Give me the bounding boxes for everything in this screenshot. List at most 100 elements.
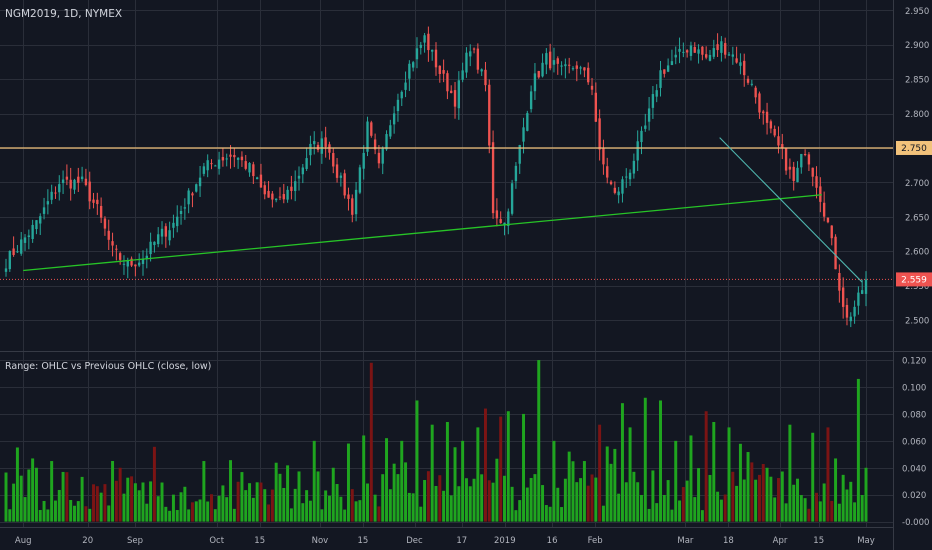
candle-body: [274, 198, 278, 201]
histogram-bar: [118, 467, 122, 522]
candle-body: [727, 54, 731, 56]
candle-body: [69, 179, 72, 189]
histogram-bar: [381, 474, 385, 522]
candle-body: [347, 194, 350, 199]
histogram-bar: [799, 495, 803, 522]
candle-body: [682, 51, 685, 53]
candle-body: [548, 51, 552, 69]
candle-body: [370, 122, 373, 136]
candle-body: [697, 49, 700, 54]
candle-body: [4, 268, 8, 272]
histogram-bar: [533, 474, 537, 522]
candle-body: [853, 306, 856, 317]
candle-body: [419, 44, 422, 48]
histogram-bar: [735, 485, 739, 522]
histogram-bar: [244, 490, 248, 522]
candle-body: [434, 49, 438, 68]
candle-body: [294, 181, 297, 191]
histogram-bar: [841, 474, 845, 522]
histogram-bar: [681, 487, 685, 522]
histogram-bar: [815, 492, 819, 522]
price-tick-label: 2.700: [905, 179, 929, 189]
histogram-bar: [149, 481, 153, 522]
candle-body: [845, 304, 849, 318]
histogram-bar: [404, 462, 408, 522]
candle-body: [765, 111, 769, 123]
histogram-bar: [761, 464, 765, 522]
candle-body: [689, 45, 693, 56]
down-trendline[interactable]: [719, 137, 863, 283]
candle-body: [754, 87, 757, 98]
support-trendline[interactable]: [23, 194, 822, 272]
histogram-bar: [461, 440, 465, 522]
histogram-bar: [727, 427, 731, 522]
histogram-bar: [419, 506, 423, 522]
candle-body: [685, 50, 689, 53]
histogram-bar: [834, 458, 838, 522]
indicator-axis[interactable]: -0.000 0.020 0.040 0.060 0.080 0.100 0.120: [902, 357, 929, 529]
candle-body: [88, 181, 91, 202]
candle-body: [640, 130, 643, 143]
histogram-bar: [449, 495, 453, 522]
candle-body: [58, 184, 61, 193]
candle-body: [533, 73, 537, 92]
candle-body: [636, 141, 639, 161]
candle-body: [27, 235, 31, 237]
histogram-bar: [514, 510, 518, 522]
histogram-bar: [430, 424, 434, 522]
candle-body: [389, 125, 392, 137]
time-axis[interactable]: Aug 20 Sep Oct 15 Nov 15 Dec 17 2019 16 Feb Mar 18 Apr…: [15, 536, 875, 546]
histogram-bar: [168, 510, 172, 522]
candle-body: [229, 154, 232, 157]
candle-body: [849, 316, 852, 322]
candle-body: [96, 199, 99, 205]
histogram-bar: [563, 478, 567, 522]
candle-body: [587, 67, 590, 83]
histogram-bar: [537, 360, 541, 522]
candle-body: [568, 64, 571, 66]
indicator-title: Range: OHLC vs Previous OHLC (close, low…: [5, 361, 211, 372]
candle-body: [31, 224, 34, 239]
histogram-bar: [750, 462, 754, 522]
candle-body: [157, 234, 160, 245]
time-tick-label: 17: [456, 536, 467, 546]
histogram-bar: [107, 505, 111, 522]
histogram-bar: [274, 462, 278, 522]
candle-body: [625, 176, 628, 178]
histogram-bar: [114, 480, 118, 522]
histogram-bar: [666, 480, 670, 522]
histogram-bar: [548, 506, 552, 522]
histogram-bar: [103, 484, 107, 522]
resistance-price-text: 2.750: [901, 144, 927, 154]
candle-body: [278, 196, 282, 198]
time-tick-label: 18: [723, 536, 734, 546]
candle-body: [354, 189, 358, 215]
candle-body: [316, 144, 320, 150]
histogram-bar: [369, 362, 373, 522]
last-price-text: 2.559: [901, 275, 927, 285]
candle-body: [484, 69, 487, 86]
candle-body: [708, 54, 712, 61]
candle-body: [183, 207, 187, 209]
candle-body: [704, 54, 708, 58]
candle-body: [301, 167, 304, 175]
histogram-bar: [232, 508, 236, 522]
last-price-label: 2.559: [896, 272, 932, 287]
histogram-bar: [780, 471, 784, 522]
histogram-bar: [601, 505, 605, 522]
time-tick-label: Mar: [677, 536, 694, 546]
histogram-bar: [50, 461, 54, 522]
candle-body: [54, 192, 57, 194]
candle-body: [469, 51, 472, 57]
histogram-bar: [788, 424, 792, 522]
time-tick-label: Oct: [209, 536, 224, 546]
candle-body: [145, 255, 148, 259]
candle-body: [179, 210, 183, 215]
histogram-bar: [636, 482, 640, 522]
candle-body: [126, 260, 129, 267]
candle-body: [225, 158, 228, 160]
candle-body: [864, 279, 868, 294]
candle-body: [545, 53, 548, 65]
histogram-bar: [202, 461, 206, 522]
